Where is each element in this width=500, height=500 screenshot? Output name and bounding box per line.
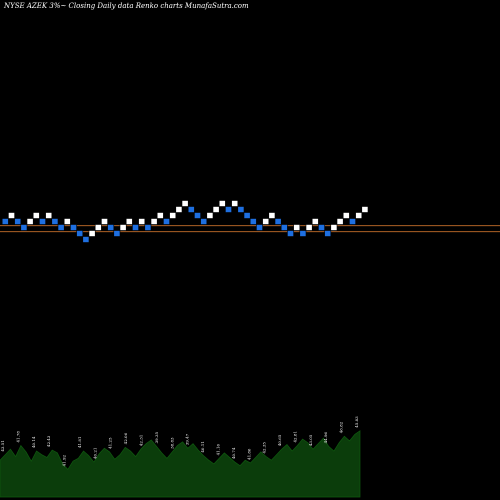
renko-brick-down: [318, 224, 325, 231]
volume-label: 41.92: [62, 454, 67, 466]
renko-brick-up: [212, 206, 220, 213]
renko-brick-up: [342, 212, 350, 219]
volume-label: 42.81: [292, 431, 297, 442]
renko-brick-up: [26, 218, 34, 225]
chart-title: NYSE AZEK 3%~ Closing Daily data Renko c…: [3, 2, 249, 10]
volume-label: 40.65: [277, 434, 282, 446]
volume-area: [0, 430, 361, 498]
renko-brick-up: [305, 224, 313, 231]
renko-brick-down: [200, 218, 208, 225]
volume-label: 44.96: [323, 431, 328, 443]
renko-brick-down: [163, 218, 170, 225]
volume-area-shape: [0, 430, 361, 498]
renko-brick-down: [324, 230, 332, 237]
renko-brick-down: [256, 224, 263, 231]
renko-brick-up: [206, 212, 214, 219]
renko-brick-up: [268, 212, 276, 219]
volume-label: 43.05: [308, 434, 313, 446]
renko-brick-up: [125, 218, 133, 225]
volume-label: 41.81: [77, 437, 82, 448]
volume-label: 43.51: [0, 440, 5, 451]
renko-brick-down: [51, 218, 59, 225]
renko-brick-down: [187, 206, 195, 213]
renko-brick-down: [287, 230, 294, 237]
volume-label: 41.25: [108, 437, 113, 449]
renko-brick-up: [262, 218, 270, 225]
renko-brick-up: [169, 212, 177, 219]
volume-label: 41.16: [215, 443, 220, 455]
renko-brick-down: [249, 218, 257, 225]
renko-brick-down: [194, 212, 201, 219]
renko-brick-up: [119, 224, 127, 231]
volume-label: 40.21: [92, 448, 97, 459]
volume-label: 38.83: [169, 437, 174, 449]
volume-labels: 43.51 41.78 40.14 42.43 41.92 41.81 40.21 41.25…: [0, 416, 359, 467]
renko-brick-down: [107, 224, 115, 231]
renko-brick-down: [39, 218, 46, 225]
renko-brick-down: [1, 218, 9, 225]
volume-label: 42.43: [46, 435, 51, 447]
volume-label: 46.82: [339, 421, 344, 433]
renko-brick-up: [101, 218, 108, 225]
renko-brick-down: [299, 230, 307, 237]
renko-brick-down: [280, 224, 288, 231]
volume-label: 40.14: [31, 436, 36, 448]
renko-brick-down: [76, 230, 84, 237]
renko-brick-up: [361, 206, 369, 213]
renko-brick-up: [88, 230, 96, 237]
renko-brick-down: [237, 206, 245, 213]
renko-brick-up: [311, 218, 319, 225]
renko-brick-down: [57, 224, 65, 231]
renko-brick-up: [138, 218, 146, 225]
renko-brick-up: [175, 206, 183, 213]
renko-brick-up: [94, 224, 102, 231]
renko-brick-up: [181, 200, 189, 207]
renko-brick-up: [32, 212, 40, 219]
renko-brick-up: [336, 218, 344, 225]
renko-brick-down: [349, 218, 356, 225]
renko-brick-down: [243, 212, 251, 219]
renko-brick-down: [144, 224, 152, 231]
volume-label: 40.11: [200, 441, 205, 452]
renko-brick-down: [20, 224, 28, 231]
renko-brick-down: [14, 218, 22, 225]
volume-label: 41.86: [246, 448, 251, 460]
renko-brick-up: [231, 200, 239, 207]
volume-label: 41.78: [15, 431, 20, 443]
renko-brick-up: [63, 218, 71, 225]
renko-brick-up: [293, 224, 301, 231]
renko-brick-up: [8, 212, 15, 219]
volume-label: 42.35: [262, 442, 267, 454]
renko-brick-down: [113, 230, 121, 237]
renko-brick-up: [45, 212, 53, 219]
renko-brick-up: [156, 212, 164, 219]
renko-brick-up: [150, 218, 158, 225]
volume-label: 40.74: [231, 447, 236, 459]
renko-brick-down: [132, 224, 139, 231]
volume-label: 42.31: [139, 435, 144, 446]
volume-label: 42.06: [123, 432, 128, 444]
renko-brick-down: [70, 224, 77, 231]
renko-brick-down: [225, 206, 232, 213]
reference-lines: [0, 225, 500, 233]
volume-label: 39.35: [154, 431, 159, 443]
volume-label: 45.83: [354, 416, 359, 428]
renko-brick-up: [330, 224, 338, 231]
volume-label: 39.47: [185, 433, 190, 445]
renko-brick-down: [274, 218, 282, 225]
renko-brick-up: [218, 200, 226, 207]
renko-brick-down: [82, 236, 90, 243]
renko-brick-up: [355, 212, 363, 219]
renko-bricks: [1, 200, 369, 243]
